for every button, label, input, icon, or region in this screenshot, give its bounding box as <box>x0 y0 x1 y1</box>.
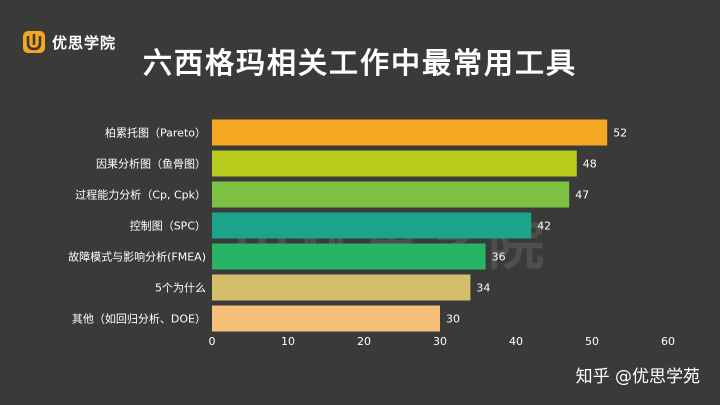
category-label-5: 故障模式与影响分析(FMEA) <box>68 250 206 264</box>
category-label-3: 过程能力分析（Cp, Cpk） <box>75 188 206 202</box>
bar-6 <box>212 274 471 301</box>
value-label-5: 36 <box>492 251 506 264</box>
x-tick-label-6: 50 <box>585 335 599 348</box>
value-label-1: 52 <box>613 127 627 140</box>
value-label-6: 34 <box>476 282 490 295</box>
brand-logo-icon <box>23 31 45 53</box>
bar-3 <box>212 181 570 208</box>
brand-name: 优思学院 <box>52 33 117 52</box>
x-tick-label-4: 30 <box>433 335 447 348</box>
x-tick-label-3: 20 <box>357 335 371 348</box>
value-label-2: 48 <box>583 158 597 171</box>
bar-7 <box>212 305 440 332</box>
bar-5 <box>212 243 486 270</box>
x-tick-label-1: 0 <box>209 335 216 348</box>
value-label-4: 42 <box>537 220 551 233</box>
credit-text: 知乎 @优思学苑 <box>575 367 700 387</box>
category-label-1: 柏累托图（Pareto） <box>105 126 206 140</box>
x-tick-label-5: 40 <box>509 335 523 348</box>
category-label-7: 其他（如回归分析、DOE） <box>72 312 206 326</box>
category-label-6: 5个为什么 <box>155 282 206 295</box>
value-label-7: 30 <box>446 313 460 326</box>
x-tick-label-2: 10 <box>281 335 295 348</box>
x-tick-label-7: 60 <box>661 335 675 348</box>
category-label-2: 因果分析图（鱼骨图） <box>96 157 206 171</box>
bar-4 <box>212 212 532 239</box>
value-label-3: 47 <box>575 189 589 202</box>
chart-title: 六西格玛相关工作中最常用工具 <box>142 46 577 80</box>
brand-logo: 优思学院 <box>22 30 116 54</box>
category-label-4: 控制图（SPC） <box>130 219 206 233</box>
bar-2 <box>212 150 577 177</box>
bar-1 <box>212 119 608 146</box>
